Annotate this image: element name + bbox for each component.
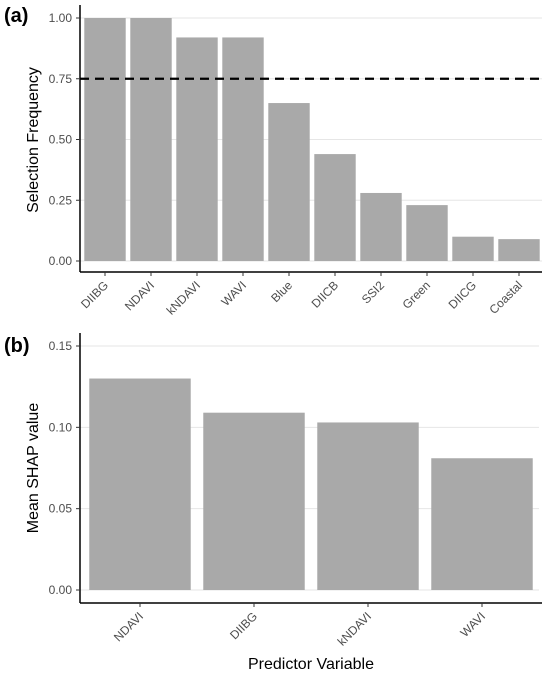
- a-x-tick-label: DIICB: [309, 278, 342, 311]
- a-bar-blue: [268, 103, 310, 261]
- a-x-tick-label: Green: [400, 278, 433, 311]
- a-y-tick-label: 0.00: [49, 254, 73, 268]
- a-x-tick-label: DIICG: [446, 278, 479, 311]
- panel-b: (b) 0.00 0.05 0.10 0.15 NDAVI DIIBG kNDAVI WAV…: [4, 333, 542, 673]
- a-x-tick-label: DIIBG: [78, 278, 111, 311]
- a-x-tick-label: kNDAVI: [164, 278, 203, 317]
- b-y-tick-label: 0.05: [49, 502, 73, 516]
- a-bar-kndavi: [176, 37, 218, 261]
- a-bar-diibg: [84, 18, 126, 261]
- panel-a-x-ticks: DIIBG NDAVI kNDAVI WAVI Blue DIICB SSI2 Green DI…: [78, 272, 525, 318]
- a-x-tick-label: Blue: [268, 278, 295, 305]
- b-y-tick-label: 0.10: [49, 420, 73, 434]
- a-bar-wavi: [222, 37, 264, 261]
- panel-b-label: (b): [4, 335, 30, 357]
- a-x-tick-label: Coastal: [486, 278, 525, 317]
- a-bar-ndavi: [130, 18, 172, 261]
- a-y-tick-label: 0.75: [49, 72, 73, 86]
- a-y-tick-label: 1.00: [49, 11, 73, 25]
- panel-a-label: (a): [4, 5, 28, 27]
- panel-b-x-ticks: NDAVI DIIBG kNDAVI WAVI: [111, 603, 488, 649]
- b-y-tick-label: 0.15: [49, 339, 73, 353]
- b-bar-kndavi: [317, 422, 419, 590]
- b-bar-wavi: [431, 458, 533, 590]
- b-x-tick-label: NDAVI: [111, 609, 146, 644]
- a-x-tick-label: SSI2: [359, 278, 388, 307]
- a-x-tick-label: WAVI: [218, 278, 249, 309]
- a-y-tick-label: 0.50: [49, 133, 73, 147]
- b-x-tick-label: WAVI: [457, 609, 488, 640]
- a-bar-diicb: [314, 154, 356, 261]
- panel-a: (a) 0.00 0.25 0.50 0.75 1.00 DIIBG NDAVI kNDAV…: [4, 5, 542, 318]
- panel-b-y-axis-label: Mean SHAP value: [25, 403, 42, 534]
- panel-a-y-ticks: 0.00 0.25 0.50 0.75 1.00: [49, 11, 80, 268]
- panel-a-y-axis-label: Selection Frequency: [25, 67, 42, 213]
- a-bar-green: [406, 205, 448, 261]
- b-x-tick-label: DIIBG: [227, 609, 260, 642]
- a-bar-diicg: [452, 236, 494, 261]
- a-bar-ssi2: [360, 192, 402, 261]
- b-y-tick-label: 0.00: [49, 583, 73, 597]
- b-bar-diibg: [203, 412, 305, 590]
- a-bar-coastal: [498, 239, 540, 261]
- b-x-tick-label: kNDAVI: [335, 609, 374, 648]
- b-bar-ndavi: [89, 378, 191, 590]
- a-x-tick-label: NDAVI: [122, 278, 157, 313]
- panel-b-x-axis-label: Predictor Variable: [248, 656, 374, 673]
- panel-b-bars: [89, 378, 533, 590]
- a-y-tick-label: 0.25: [49, 193, 73, 207]
- panel-b-y-ticks: 0.00 0.05 0.10 0.15: [49, 339, 80, 597]
- panel-a-bars: [84, 18, 540, 261]
